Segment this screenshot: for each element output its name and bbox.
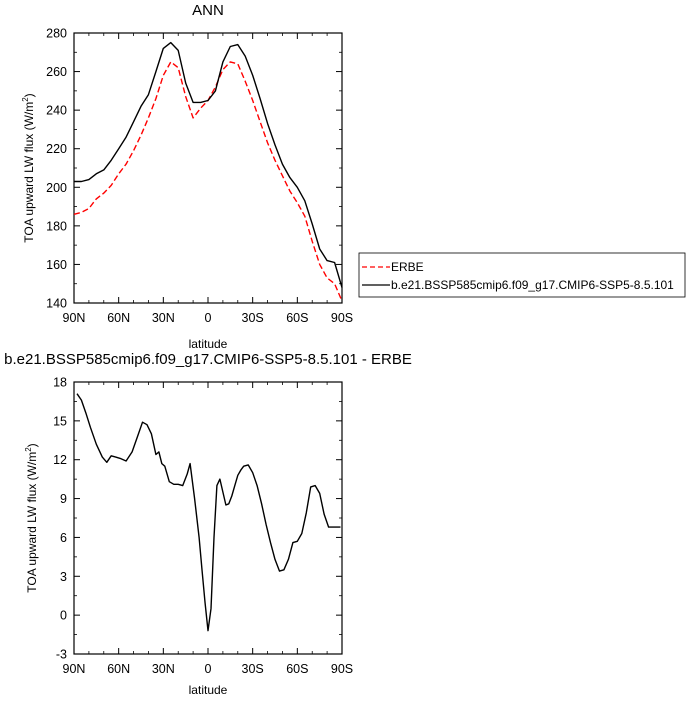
bottom-y-axis-title: TOA upward LW flux (W/m2) — [24, 443, 39, 592]
bottom-x-tick-label: 0 — [205, 662, 212, 676]
bottom-y-tick-label: 9 — [60, 492, 67, 506]
legend-box — [358, 252, 686, 298]
bottom-y-tick-label: 12 — [53, 453, 67, 467]
top-x-tick-label: 0 — [205, 311, 212, 325]
top-y-axis-title-sup: 2 — [21, 97, 30, 102]
bottom-plot-frame — [73, 381, 343, 655]
bottom-y-axis-title-sup: 2 — [24, 447, 33, 452]
top-x-axis-title: latitude — [189, 337, 228, 351]
bottom-y-tick-label: 6 — [60, 531, 67, 545]
top-ticks-layer: 90N 60N 30N 0 30S 60S 90S 140 160 180 200 220 240 260… — [46, 27, 353, 326]
bottom-x-tick-label: 60N — [107, 662, 130, 676]
top-y-tick-label: 200 — [46, 181, 67, 195]
bottom-x-tick-label: 30N — [152, 662, 175, 676]
top-y-tick-label: 240 — [46, 104, 67, 118]
bottom-x-tick-label: 30S — [242, 662, 264, 676]
top-x-tick-label: 60S — [286, 311, 308, 325]
bottom-x-tick-label: 90S — [331, 662, 353, 676]
top-series-line-model — [74, 41, 343, 288]
top-x-tick-label: 30N — [152, 311, 175, 325]
top-series-line-erbe — [73, 61, 343, 302]
top-panel: ANN 90N 60N 30N 0 30S 60S 90S 140 160 180 200 220 24… — [21, 2, 686, 351]
top-series-layer — [73, 41, 343, 302]
legend: ERBE b.e21.BSSP585cmip6.f09_g17.CMIP6-SS… — [358, 252, 686, 298]
top-y-axis-title-end: ) — [22, 93, 36, 97]
bottom-y-axis-title-main: TOA upward LW flux (W/m — [25, 452, 39, 593]
top-chart-title: ANN — [192, 2, 224, 19]
top-x-tick-label: 90S — [331, 311, 353, 325]
top-y-tick-label: 160 — [46, 258, 67, 272]
bottom-chart-title: b.e21.BSSP585cmip6.f09_g17.CMIP6-SSP5-8.… — [4, 351, 412, 368]
top-y-tick-label: 140 — [46, 297, 67, 311]
bottom-y-tick-label: 0 — [60, 609, 67, 623]
bottom-y-axis-title-end: ) — [25, 443, 39, 447]
top-y-tick-label: 180 — [46, 219, 67, 233]
top-plot-frame — [73, 32, 343, 304]
top-x-tick-label: 90N — [63, 311, 86, 325]
top-x-tick-label: 60N — [107, 311, 130, 325]
bottom-y-tick-label: 3 — [60, 570, 67, 584]
bottom-ticks-layer: 90N 60N 30N 0 30S 60S 90S -3 0 3 6 9 12 15 18 — [53, 376, 353, 677]
top-y-tick-label: 260 — [46, 65, 67, 79]
bottom-y-tick-label: 15 — [53, 414, 67, 428]
legend-label-model: b.e21.BSSP585cmip6.f09_g17.CMIP6-SSP5-8.… — [391, 278, 674, 292]
bottom-y-tick-label: 18 — [53, 376, 67, 390]
top-y-axis-title: TOA upward LW flux (W/m2) — [21, 93, 36, 242]
legend-label-erbe: ERBE — [391, 260, 424, 274]
bottom-panel: b.e21.BSSP585cmip6.f09_g17.CMIP6-SSP5-8.… — [4, 351, 412, 697]
top-x-tick-label: 30S — [242, 311, 264, 325]
bottom-x-axis-title: latitude — [189, 683, 228, 697]
top-y-tick-label: 220 — [46, 142, 67, 156]
bottom-x-tick-label: 90N — [63, 662, 86, 676]
top-y-axis-title-main: TOA upward LW flux (W/m — [22, 102, 36, 243]
bottom-series-layer — [76, 393, 341, 632]
bottom-series-line-difference — [76, 393, 341, 632]
top-y-tick-label: 280 — [46, 27, 67, 41]
bottom-y-tick-label: -3 — [56, 648, 67, 662]
bottom-x-tick-label: 60S — [286, 662, 308, 676]
